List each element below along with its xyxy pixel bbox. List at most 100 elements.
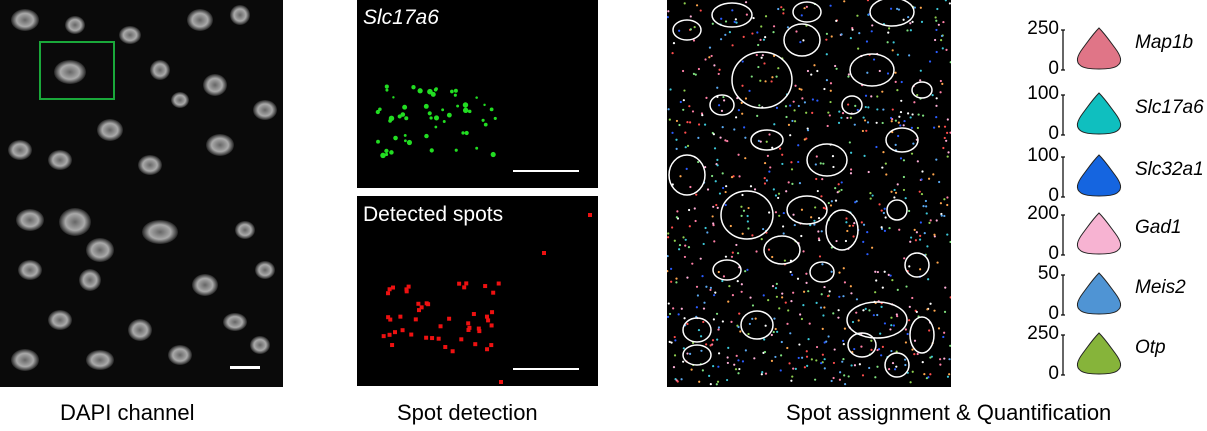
detected-label: Detected spots bbox=[363, 203, 504, 226]
assigned-spot bbox=[682, 236, 685, 239]
assigned-spot bbox=[810, 73, 813, 76]
dapi-nucleus bbox=[192, 274, 218, 296]
assigned-spot bbox=[751, 317, 754, 320]
tick-top: 100 bbox=[1027, 83, 1059, 104]
assigned-spot bbox=[869, 192, 872, 195]
assigned-spot bbox=[789, 134, 792, 137]
cell-outline bbox=[709, 94, 735, 116]
assigned-spot bbox=[762, 227, 765, 231]
assigned-spot bbox=[919, 79, 922, 82]
assigned-spot bbox=[907, 319, 911, 322]
violin-shape bbox=[1061, 27, 1122, 71]
assigned-spot bbox=[716, 380, 720, 383]
assigned-spot bbox=[882, 108, 885, 111]
assigned-spot bbox=[798, 343, 801, 346]
assigned-spot bbox=[866, 0, 870, 2]
red-spot bbox=[483, 284, 488, 289]
assigned-spot bbox=[740, 205, 743, 208]
assigned-spot bbox=[739, 330, 742, 333]
assigned-spot bbox=[702, 307, 706, 310]
assigned-spot bbox=[851, 224, 855, 227]
green-spot bbox=[453, 93, 457, 97]
green-spot bbox=[393, 135, 398, 141]
assigned-spot bbox=[730, 320, 733, 323]
assigned-spot bbox=[909, 22, 912, 25]
assigned-spot bbox=[697, 67, 701, 71]
assigned-spot bbox=[815, 155, 818, 158]
assigned-spot bbox=[740, 214, 743, 217]
cell-outline bbox=[731, 51, 793, 109]
assigned-spot bbox=[867, 106, 870, 109]
assigned-spot bbox=[910, 236, 913, 239]
red-spot bbox=[400, 328, 405, 333]
assigned-spot bbox=[750, 75, 753, 78]
assigned-spot bbox=[675, 379, 678, 382]
assigned-spot bbox=[929, 356, 932, 359]
assigned-spot bbox=[851, 26, 854, 30]
assigned-spot bbox=[679, 100, 682, 104]
assigned-spot bbox=[908, 305, 911, 308]
green-spot bbox=[490, 151, 496, 158]
assigned-spot bbox=[775, 106, 779, 109]
assigned-spot bbox=[715, 383, 718, 386]
assigned-spot bbox=[869, 197, 872, 200]
assigned-spot bbox=[725, 378, 729, 382]
assigned-spot bbox=[942, 335, 945, 339]
assigned-spot bbox=[820, 293, 823, 296]
assigned-spot bbox=[684, 146, 687, 149]
green-spot bbox=[378, 107, 382, 112]
dapi-nucleus bbox=[48, 150, 72, 170]
assigned-spot bbox=[682, 99, 685, 102]
assigned-spot bbox=[735, 354, 738, 357]
assigned-spot bbox=[833, 348, 836, 351]
assigned-spot bbox=[716, 206, 719, 209]
green-spot bbox=[475, 146, 479, 150]
assigned-spot bbox=[949, 240, 951, 244]
assigned-spot bbox=[694, 73, 697, 76]
assigned-spot bbox=[667, 302, 670, 305]
assigned-spot bbox=[760, 25, 763, 28]
red-spot bbox=[485, 347, 490, 352]
assigned-spot bbox=[939, 358, 942, 361]
assigned-spot bbox=[800, 317, 804, 321]
assigned-spot bbox=[763, 338, 766, 341]
assigned-spot bbox=[786, 346, 789, 350]
assigned-spot bbox=[708, 56, 711, 59]
assigned-spot bbox=[721, 126, 724, 129]
assigned-spot bbox=[893, 196, 896, 199]
green-spot bbox=[481, 118, 485, 122]
assigned-spot bbox=[774, 211, 778, 214]
assigned-spot bbox=[667, 236, 670, 239]
assigned-spot bbox=[803, 138, 806, 141]
assigned-spot bbox=[946, 118, 949, 121]
red-spot bbox=[416, 308, 421, 313]
red-spot bbox=[404, 289, 409, 294]
assigned-spot bbox=[846, 229, 849, 233]
assigned-spot bbox=[676, 210, 679, 213]
assigned-spot bbox=[843, 281, 847, 284]
green-spot bbox=[483, 103, 486, 107]
assigned-spot bbox=[884, 216, 887, 219]
assigned-spot bbox=[793, 223, 796, 227]
assigned-spot bbox=[894, 368, 897, 371]
assigned-spot bbox=[697, 160, 700, 164]
assigned-spot bbox=[948, 358, 951, 361]
assigned-spot bbox=[823, 306, 826, 309]
assigned-spot bbox=[891, 49, 894, 52]
assigned-spot bbox=[772, 54, 776, 57]
dapi-nucleus bbox=[255, 261, 275, 279]
gene-name: Meis2 bbox=[1135, 277, 1186, 298]
assigned-spot bbox=[886, 41, 889, 44]
assigned-spot bbox=[878, 69, 881, 73]
assigned-spot bbox=[786, 26, 790, 29]
assigned-spot bbox=[919, 6, 922, 9]
assigned-spot bbox=[862, 240, 865, 243]
assigned-spot bbox=[792, 367, 795, 370]
assigned-spot bbox=[860, 221, 863, 224]
red-spot bbox=[409, 332, 414, 337]
assigned-spot bbox=[902, 188, 906, 192]
assigned-spot bbox=[866, 253, 869, 256]
assigned-spot bbox=[788, 362, 791, 365]
assigned-spot bbox=[741, 84, 744, 87]
assigned-spot bbox=[829, 204, 833, 207]
